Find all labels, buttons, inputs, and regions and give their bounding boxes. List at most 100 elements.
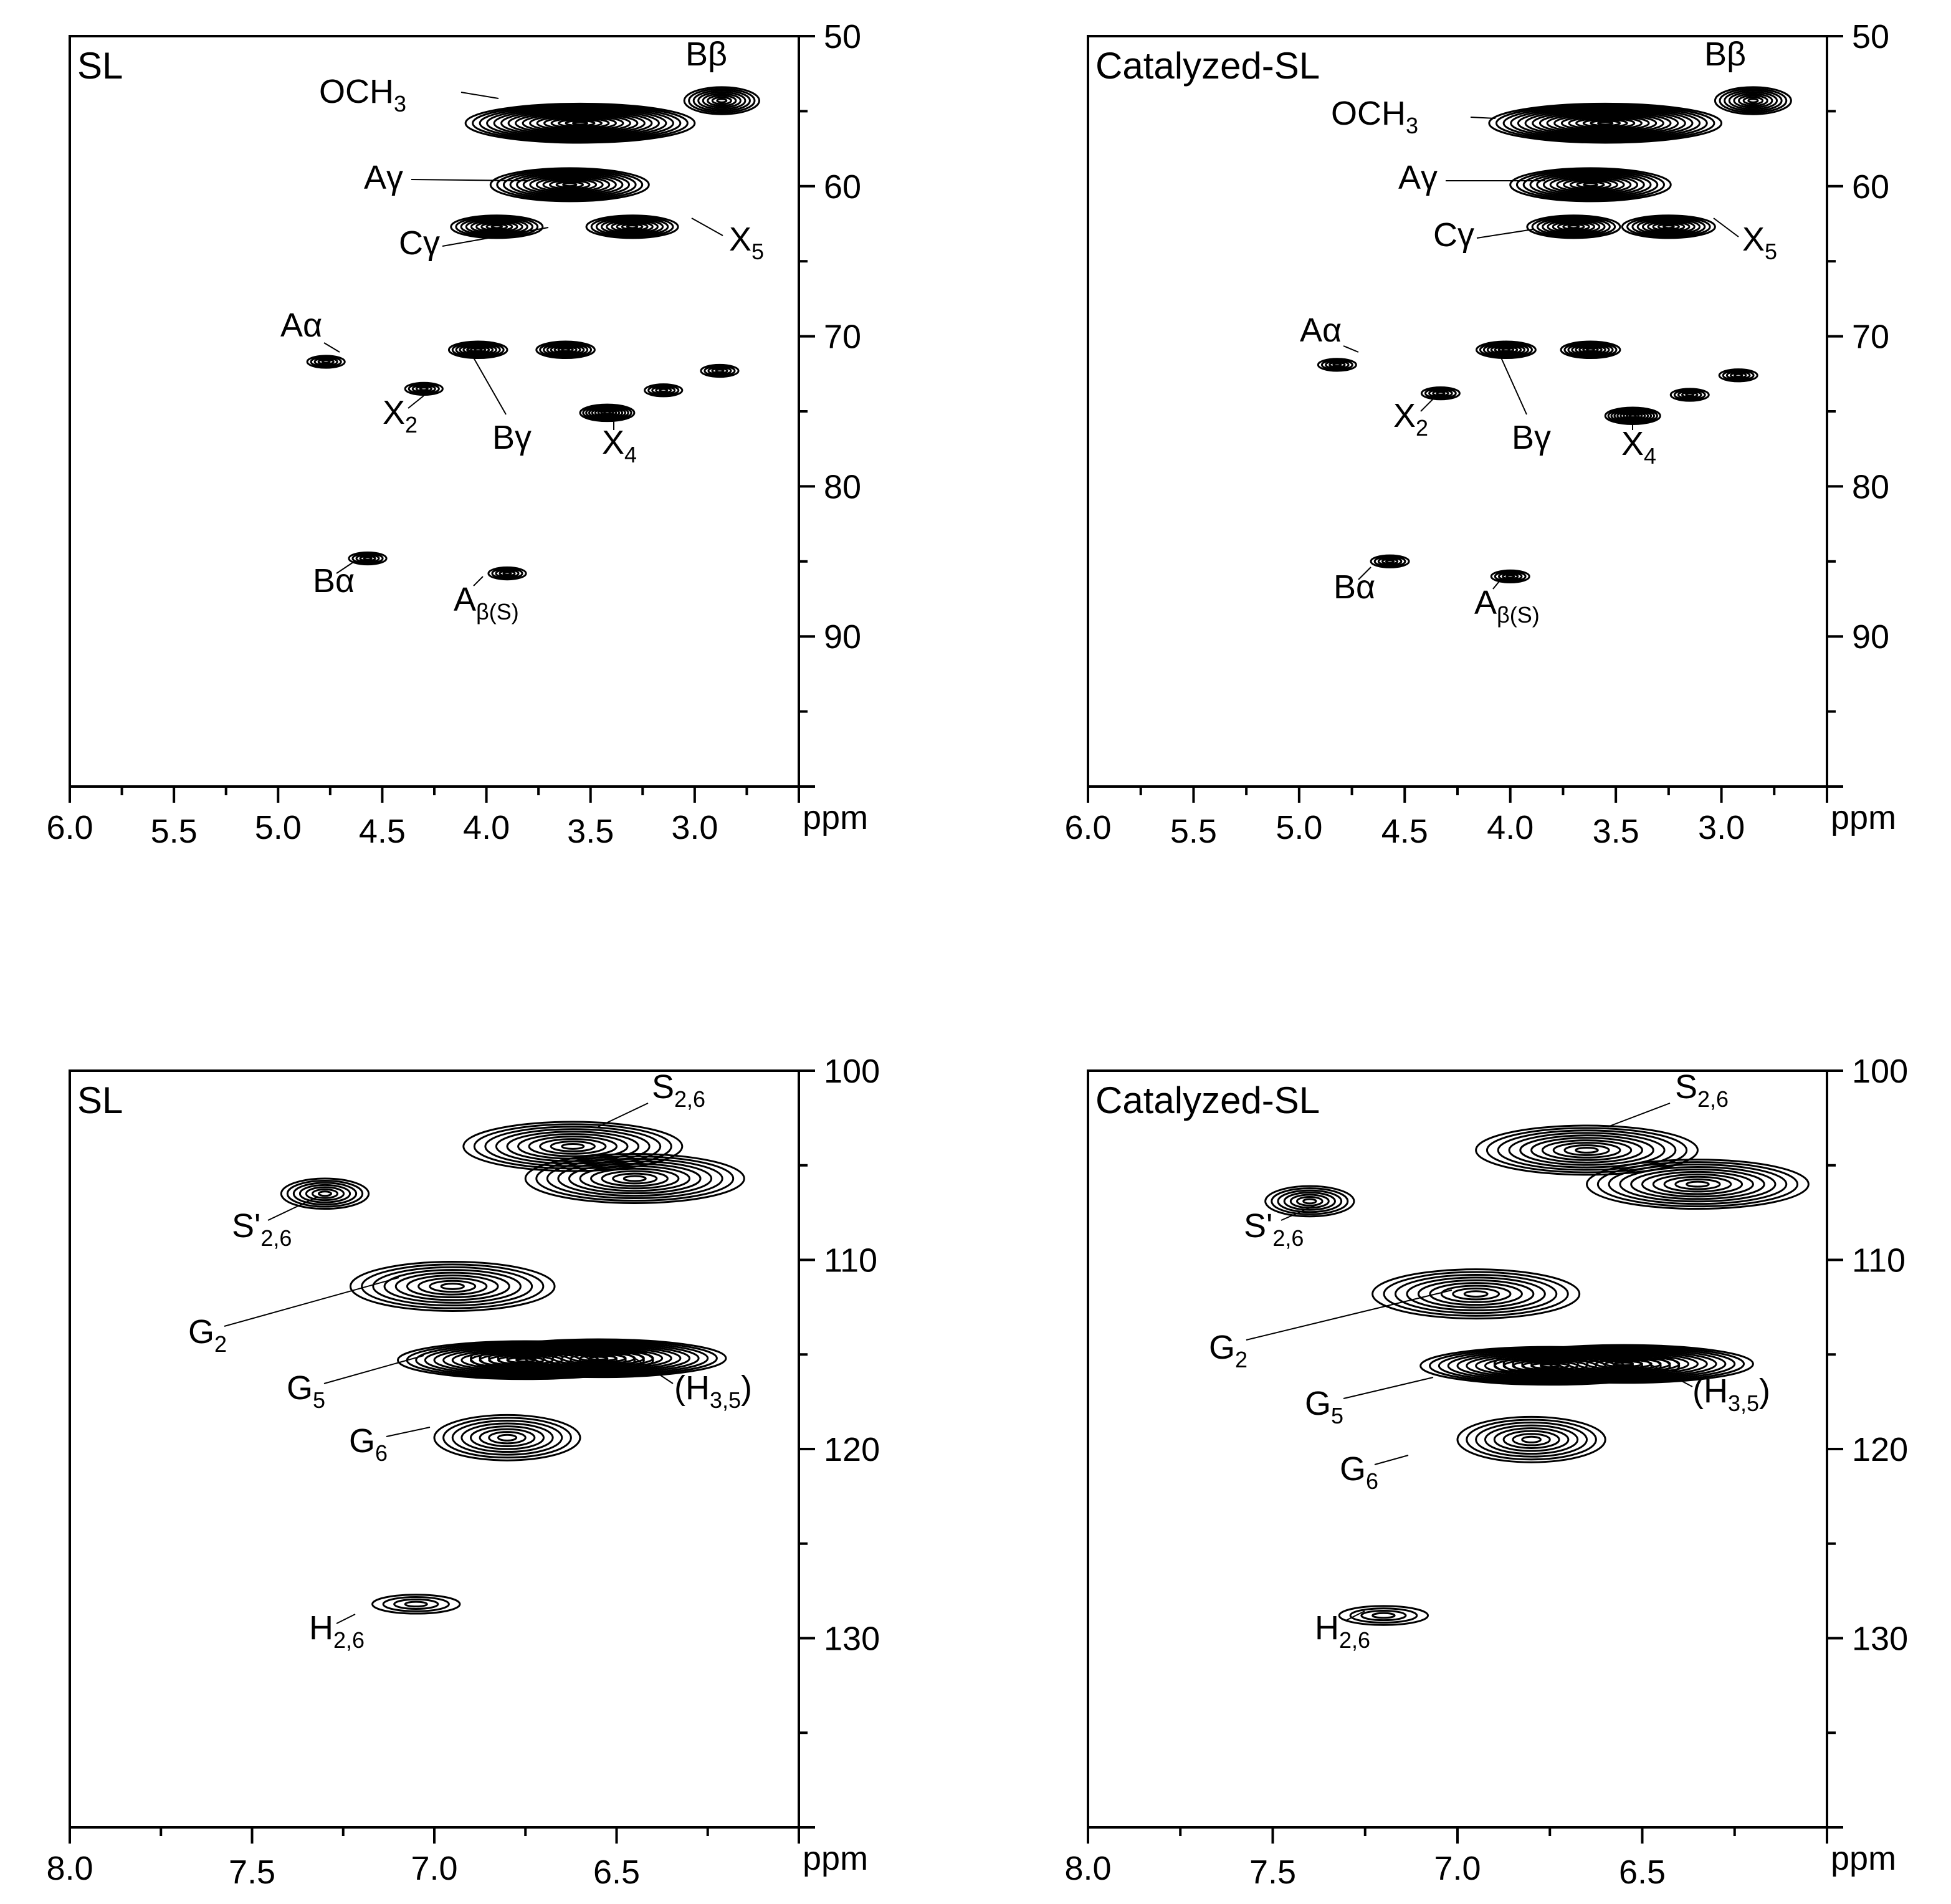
peak-contour xyxy=(355,553,380,563)
peak-label: Cγ xyxy=(399,224,440,262)
peak-contour xyxy=(1586,1357,1662,1371)
annotation-leader-line xyxy=(598,1103,649,1127)
peak-contour xyxy=(515,111,646,135)
y-tick-label: 120 xyxy=(824,1431,880,1468)
peak-contour xyxy=(579,1165,690,1192)
peak-contour xyxy=(561,1352,636,1365)
panel-title: SL xyxy=(77,1079,123,1121)
peak-contour xyxy=(1714,86,1792,115)
peak-contour xyxy=(716,98,728,103)
peak-contour xyxy=(515,1345,682,1372)
peak-contour xyxy=(1619,1165,1777,1203)
peak-contour xyxy=(383,1269,522,1304)
annotation-leader-line xyxy=(1246,1289,1453,1341)
peak-label: S2,6 xyxy=(1675,1068,1729,1112)
peak-contour xyxy=(1517,107,1694,139)
peak-contour xyxy=(348,551,388,566)
peak-contour xyxy=(491,567,523,580)
peak-contour xyxy=(1733,93,1773,108)
plot-frame xyxy=(1087,1069,1828,1829)
peak-contour xyxy=(688,88,756,114)
peak-contour xyxy=(1647,221,1691,233)
peak-contour xyxy=(611,221,654,233)
peak-contour xyxy=(692,89,751,112)
peak-contour xyxy=(1636,218,1701,236)
peak-contour xyxy=(292,1182,358,1206)
peak-contour xyxy=(1604,1360,1644,1368)
peak-contour xyxy=(539,342,593,358)
peak-label: Bγ xyxy=(492,419,532,456)
peak-contour xyxy=(700,363,740,378)
panel-title: SL xyxy=(77,45,123,87)
peak-contour xyxy=(551,1350,645,1366)
y-tick-label: 50 xyxy=(1852,18,1889,55)
peak-contour xyxy=(1595,1359,1653,1369)
peak-contour xyxy=(626,224,639,229)
peak-contour xyxy=(1320,359,1353,371)
peak-contour xyxy=(1575,345,1606,355)
peak-contour xyxy=(1524,108,1686,138)
x-tick-label: 8.0 xyxy=(1064,1850,1111,1887)
peak-contour xyxy=(442,1417,572,1459)
peak-contour xyxy=(440,1283,465,1290)
annotation-leader-line xyxy=(267,1196,318,1221)
peak-contour xyxy=(349,1261,556,1312)
peak-contour xyxy=(321,360,331,365)
peak-contour xyxy=(1349,1607,1418,1624)
peak-contour xyxy=(1429,1282,1523,1306)
plot-frame xyxy=(69,1069,800,1829)
x-tick-label: 6.5 xyxy=(593,1854,640,1891)
peak-label: Aβ(S) xyxy=(1474,584,1540,628)
peak-contour xyxy=(397,1340,654,1380)
peak-label: G5 xyxy=(1305,1385,1343,1428)
peak-contour xyxy=(1452,1287,1500,1301)
peak-contour xyxy=(447,340,508,360)
peak-contour xyxy=(1338,1605,1429,1626)
peak-contour xyxy=(1738,94,1768,107)
peak-contour xyxy=(359,555,376,562)
peak-contour xyxy=(533,1347,664,1369)
peak-contour xyxy=(488,1431,527,1445)
peak-contour xyxy=(1546,112,1664,134)
peak-contour xyxy=(1475,1422,1588,1458)
peak-contour xyxy=(568,1162,702,1195)
peak-contour xyxy=(1486,1127,1688,1174)
peak-contour xyxy=(1536,217,1611,237)
peak-contour xyxy=(1494,570,1527,583)
peak-contour xyxy=(516,173,624,197)
y-tick-label: 80 xyxy=(824,468,861,505)
peak-contour xyxy=(1541,1139,1633,1161)
peak-contour xyxy=(462,1121,684,1172)
x-unit-label: ppm xyxy=(1831,1840,1896,1877)
peak-contour xyxy=(1586,1159,1810,1210)
peak-contour xyxy=(1747,98,1759,103)
peak-contour xyxy=(1662,224,1675,229)
peak-contour xyxy=(1542,218,1606,236)
peak-contour xyxy=(502,170,637,199)
peak-contour xyxy=(1385,559,1395,564)
peak-contour xyxy=(543,116,617,130)
peak-contour xyxy=(1657,223,1680,231)
peak-contour xyxy=(1463,1290,1489,1298)
peak-contour xyxy=(1493,1427,1570,1452)
x-unit-label: ppm xyxy=(1831,799,1896,836)
peak-label: X5 xyxy=(1742,221,1777,264)
annotation-leader-line xyxy=(1651,1364,1693,1387)
peak-label: G2 xyxy=(1209,1329,1247,1372)
peak-contour xyxy=(507,110,653,136)
peak-contour xyxy=(1502,1430,1560,1449)
x-tick-label: 3.5 xyxy=(1593,813,1639,850)
panel-bottom-right: Catalyzed-SL 8.0 7.5 7.0 6.5 ppm 100 110 120 130 S… xyxy=(1064,1053,1908,1891)
panel-title: Catalyzed-SL xyxy=(1095,45,1320,87)
peak-contour xyxy=(1630,1168,1765,1200)
peak-contour xyxy=(1729,371,1747,379)
peak-contour xyxy=(1568,116,1643,130)
peak-contour xyxy=(1424,387,1457,399)
peak-contour xyxy=(1295,1195,1324,1207)
peak-contour xyxy=(394,1271,510,1301)
annotation-leader-line xyxy=(1343,345,1359,353)
peak-contour xyxy=(485,223,508,231)
peak-contour xyxy=(1383,1271,1569,1317)
y-tick-label: 100 xyxy=(824,1053,880,1090)
